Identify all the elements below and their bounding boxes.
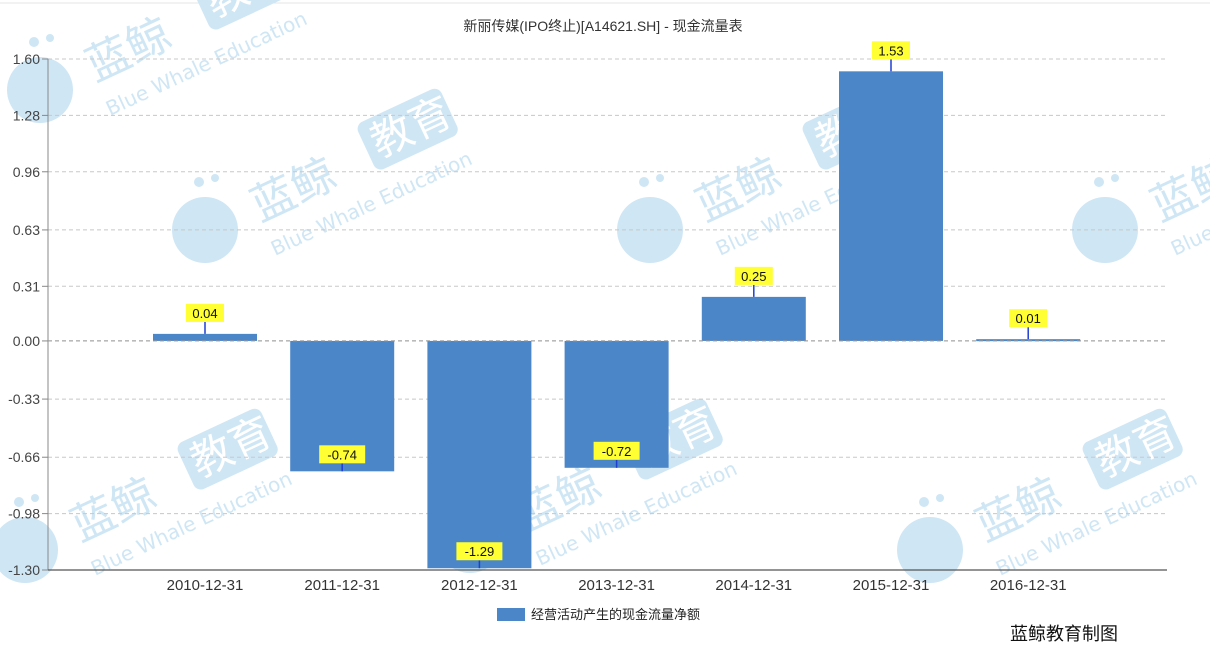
y-tick-label: 0.00 [13, 333, 40, 349]
data-label: 0.01 [1016, 311, 1041, 326]
data-label: 0.04 [192, 306, 217, 321]
data-label-bg [872, 41, 910, 60]
data-label: -0.72 [602, 444, 632, 459]
data-label: 1.53 [878, 43, 903, 58]
legend-swatch [497, 608, 525, 621]
x-tick-label: 2010-12-31 [167, 577, 244, 594]
y-tick-label: 0.96 [13, 164, 40, 180]
data-label-bg [593, 441, 640, 460]
legend[interactable]: 经营活动产生的现金流量净额 [497, 607, 700, 622]
x-axis: 2010-12-31 2011-12-31 2012-12-31 2013-12-31… [48, 340, 1167, 594]
x-tick-label: 2016-12-31 [990, 577, 1067, 594]
x-tick-label: 2011-12-31 [304, 577, 380, 594]
y-tick-label: -1.30 [8, 562, 40, 578]
x-tick-label: 2012-12-31 [441, 577, 518, 594]
bar[interactable] [427, 340, 532, 569]
legend-label: 经营活动产生的现金流量净额 [531, 607, 700, 622]
svg-text:蓝鲸: 蓝鲸 [1143, 149, 1210, 232]
y-tick-label: 0.31 [13, 278, 40, 294]
y-tick-label: -0.66 [8, 449, 40, 465]
data-label-bg [456, 542, 503, 561]
data-label: -0.74 [327, 447, 357, 462]
bar[interactable] [701, 296, 806, 341]
y-tick-label: 0.63 [13, 222, 40, 238]
y-tick-label: 1.28 [13, 107, 40, 123]
data-label-bg [734, 266, 773, 285]
data-label-bg [186, 303, 224, 322]
footer-credit: 蓝鲸教育制图 [1010, 624, 1118, 644]
bar[interactable] [976, 339, 1081, 342]
bar[interactable] [839, 71, 943, 341]
data-labels: 0.04 -0.74 -1.29 -0.72 0.25 1.53 0.01 [186, 41, 1048, 569]
y-tick-label: -0.33 [8, 391, 40, 407]
x-tick-label: 2015-12-31 [853, 577, 930, 594]
y-axis: 1.60 1.28 0.96 0.63 0.31 0.00 -0.33 -0.66 -0.98 -… [8, 51, 49, 578]
y-tick-label: 1.60 [13, 51, 40, 67]
chart-title: 新丽传媒(IPO终止)[A14621.SH] - 现金流量表 [463, 18, 742, 34]
data-label-bg [1009, 309, 1048, 328]
bars [153, 71, 1081, 569]
x-tick-label: 2013-12-31 [578, 577, 655, 594]
y-tick-label: -0.98 [8, 506, 40, 522]
bar[interactable] [153, 333, 257, 341]
data-label-bg [319, 445, 366, 464]
data-label: 0.25 [741, 269, 766, 284]
x-tick-label: 2014-12-31 [715, 577, 792, 594]
data-label: -1.29 [465, 544, 495, 559]
